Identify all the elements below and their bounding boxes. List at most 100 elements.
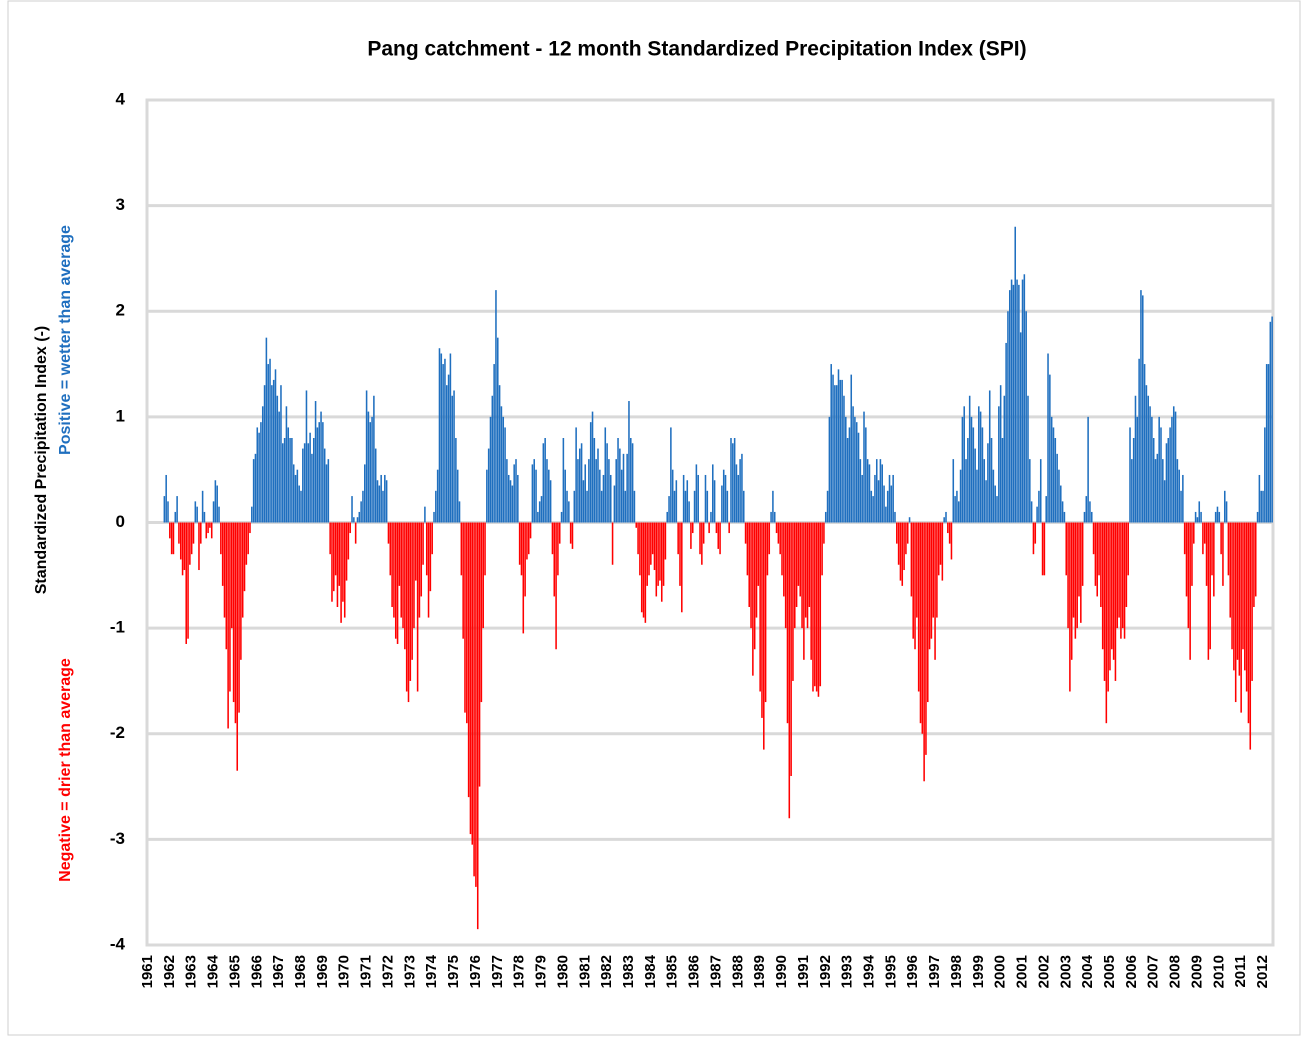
bar bbox=[1030, 501, 1033, 523]
x-tick-label: 1978 bbox=[511, 955, 528, 988]
bar bbox=[1167, 438, 1170, 523]
bar bbox=[719, 522, 721, 555]
bar bbox=[650, 522, 652, 565]
bar bbox=[568, 501, 570, 523]
bar bbox=[223, 522, 226, 618]
bar bbox=[292, 464, 295, 523]
bar bbox=[622, 453, 625, 523]
bar bbox=[996, 496, 998, 523]
bar bbox=[589, 422, 592, 523]
bar bbox=[1116, 522, 1119, 629]
bar bbox=[806, 522, 809, 629]
bar bbox=[1080, 522, 1082, 623]
bar bbox=[675, 480, 678, 523]
bar bbox=[1123, 522, 1126, 639]
bar bbox=[584, 464, 587, 523]
bar bbox=[1182, 474, 1184, 523]
bar bbox=[240, 522, 242, 660]
bar bbox=[628, 401, 630, 523]
bar bbox=[722, 469, 725, 523]
bar bbox=[531, 464, 534, 523]
bar bbox=[207, 522, 209, 534]
bar bbox=[558, 522, 561, 544]
bar bbox=[912, 522, 914, 639]
bar bbox=[364, 464, 366, 523]
bar bbox=[338, 522, 341, 586]
bar bbox=[620, 469, 623, 523]
bar bbox=[230, 522, 233, 629]
bar bbox=[857, 432, 860, 523]
bar bbox=[759, 522, 761, 692]
bar bbox=[728, 522, 730, 534]
bar bbox=[721, 485, 723, 523]
bar bbox=[469, 522, 472, 835]
bar bbox=[210, 522, 213, 539]
x-tick-label: 1982 bbox=[598, 955, 615, 988]
bar bbox=[968, 395, 971, 523]
bar bbox=[179, 522, 182, 560]
bar bbox=[1151, 416, 1153, 523]
bar bbox=[509, 480, 512, 523]
bar bbox=[746, 522, 749, 576]
bar bbox=[453, 390, 455, 523]
bar bbox=[542, 443, 545, 523]
bar bbox=[1029, 459, 1031, 523]
bar bbox=[1258, 474, 1261, 523]
bar bbox=[163, 496, 166, 523]
bar bbox=[1114, 522, 1117, 681]
bar bbox=[221, 522, 224, 586]
bar bbox=[291, 438, 293, 523]
bar bbox=[1023, 274, 1026, 523]
bar bbox=[367, 411, 370, 523]
bar bbox=[655, 522, 658, 597]
bar bbox=[664, 522, 667, 560]
bar bbox=[1132, 438, 1135, 523]
bar bbox=[1049, 374, 1051, 523]
bar bbox=[486, 469, 488, 523]
bar bbox=[1267, 364, 1270, 523]
x-tick-label: 1988 bbox=[729, 955, 746, 988]
bar bbox=[331, 522, 333, 602]
bar bbox=[447, 374, 450, 523]
bar bbox=[334, 522, 337, 576]
bar bbox=[1245, 522, 1248, 692]
bar bbox=[761, 522, 763, 718]
x-tick-label: 1969 bbox=[314, 955, 331, 988]
bar bbox=[642, 522, 645, 618]
x-tick-label: 2005 bbox=[1101, 955, 1118, 988]
bar bbox=[810, 522, 812, 660]
bar bbox=[449, 353, 452, 523]
bar bbox=[189, 522, 191, 565]
bar bbox=[497, 337, 499, 523]
bar bbox=[1256, 511, 1259, 523]
bar bbox=[768, 522, 771, 555]
bar bbox=[595, 459, 597, 523]
bar bbox=[475, 522, 477, 887]
bar bbox=[974, 448, 976, 523]
bar bbox=[473, 522, 475, 877]
bar bbox=[333, 522, 335, 592]
bar bbox=[391, 522, 393, 607]
bar bbox=[1010, 279, 1013, 523]
bar bbox=[772, 490, 774, 523]
x-tick-label: 1966 bbox=[248, 955, 265, 988]
bar bbox=[681, 522, 683, 613]
bar bbox=[886, 490, 889, 523]
bar bbox=[1260, 490, 1262, 523]
bar bbox=[908, 517, 911, 523]
bar bbox=[582, 480, 585, 523]
bar bbox=[362, 490, 364, 523]
bar bbox=[752, 522, 754, 676]
bar bbox=[489, 416, 492, 523]
bar bbox=[422, 522, 424, 565]
bar bbox=[174, 511, 177, 523]
bar bbox=[1007, 311, 1009, 523]
bar bbox=[385, 480, 388, 523]
bar bbox=[919, 522, 922, 724]
bar bbox=[502, 416, 505, 523]
bar bbox=[538, 501, 541, 523]
bar bbox=[478, 522, 481, 787]
bar bbox=[241, 522, 244, 618]
bar bbox=[981, 427, 984, 523]
bar bbox=[1187, 522, 1190, 629]
